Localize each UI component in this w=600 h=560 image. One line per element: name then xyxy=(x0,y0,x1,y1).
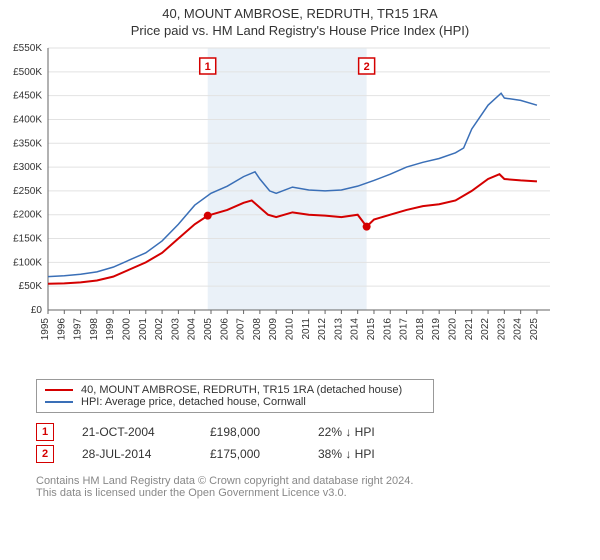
svg-text:2: 2 xyxy=(364,61,370,73)
sale-delta: 22% ↓ HPI xyxy=(318,425,375,439)
chart-container: 40, MOUNT AMBROSE, REDRUTH, TR15 1RA Pri… xyxy=(0,0,600,499)
svg-text:2012: 2012 xyxy=(317,318,328,341)
svg-text:£450K: £450K xyxy=(13,91,42,102)
svg-text:2006: 2006 xyxy=(219,318,230,341)
svg-text:2011: 2011 xyxy=(301,318,312,340)
legend-row: HPI: Average price, detached house, Corn… xyxy=(45,396,425,408)
svg-text:2008: 2008 xyxy=(252,318,263,341)
svg-text:2015: 2015 xyxy=(366,318,377,341)
svg-text:£500K: £500K xyxy=(13,67,42,78)
svg-text:2024: 2024 xyxy=(513,318,524,341)
svg-text:£200K: £200K xyxy=(13,210,42,221)
svg-text:£0: £0 xyxy=(31,305,43,316)
svg-text:1996: 1996 xyxy=(56,318,67,341)
svg-text:1998: 1998 xyxy=(89,318,100,341)
legend-row: 40, MOUNT AMBROSE, REDRUTH, TR15 1RA (de… xyxy=(45,384,425,396)
title-address: 40, MOUNT AMBROSE, REDRUTH, TR15 1RA xyxy=(0,6,600,21)
sale-price: £175,000 xyxy=(210,447,290,461)
sales-row: 2 28-JUL-2014 £175,000 38% ↓ HPI xyxy=(36,443,600,465)
svg-text:2009: 2009 xyxy=(268,318,279,341)
svg-text:2002: 2002 xyxy=(154,318,165,341)
svg-text:£100K: £100K xyxy=(13,257,42,268)
svg-text:£400K: £400K xyxy=(13,114,42,125)
sale-marker-badge: 2 xyxy=(36,445,54,463)
svg-text:2014: 2014 xyxy=(350,318,361,341)
title-subtitle: Price paid vs. HM Land Registry's House … xyxy=(0,23,600,38)
legend-label: 40, MOUNT AMBROSE, REDRUTH, TR15 1RA (de… xyxy=(81,384,402,396)
sale-date: 28-JUL-2014 xyxy=(82,447,182,461)
svg-text:2016: 2016 xyxy=(382,318,393,341)
legend-swatch xyxy=(45,401,73,403)
svg-text:2013: 2013 xyxy=(333,318,344,341)
sale-price: £198,000 xyxy=(210,425,290,439)
svg-text:2018: 2018 xyxy=(415,318,426,341)
svg-text:2000: 2000 xyxy=(121,318,132,341)
footer: Contains HM Land Registry data © Crown c… xyxy=(36,475,600,499)
svg-text:2021: 2021 xyxy=(464,318,475,341)
svg-text:2003: 2003 xyxy=(170,318,181,341)
svg-text:2017: 2017 xyxy=(399,318,410,341)
svg-text:£150K: £150K xyxy=(13,234,42,245)
legend: 40, MOUNT AMBROSE, REDRUTH, TR15 1RA (de… xyxy=(36,379,434,413)
line-chart: £0 £50K £100K £150K £200K £250K £300K £350K £400… xyxy=(0,38,556,368)
svg-text:2005: 2005 xyxy=(203,318,214,341)
sale-delta: 38% ↓ HPI xyxy=(318,447,375,461)
sale-date: 21-OCT-2004 xyxy=(82,425,182,439)
titles: 40, MOUNT AMBROSE, REDRUTH, TR15 1RA Pri… xyxy=(0,0,600,38)
svg-text:1997: 1997 xyxy=(73,318,84,341)
legend-swatch xyxy=(45,389,73,391)
svg-text:1995: 1995 xyxy=(40,318,51,341)
legend-label: HPI: Average price, detached house, Corn… xyxy=(81,396,306,408)
sales-row: 1 21-OCT-2004 £198,000 22% ↓ HPI xyxy=(36,421,600,443)
svg-text:2004: 2004 xyxy=(187,318,198,341)
svg-text:£350K: £350K xyxy=(13,138,42,149)
svg-text:2025: 2025 xyxy=(529,318,540,341)
svg-text:£50K: £50K xyxy=(19,281,43,292)
svg-text:£550K: £550K xyxy=(13,43,42,54)
svg-text:£250K: £250K xyxy=(13,186,42,197)
svg-text:2019: 2019 xyxy=(431,318,442,341)
sale-marker-badge: 1 xyxy=(36,423,54,441)
svg-text:1: 1 xyxy=(205,61,211,73)
svg-text:2022: 2022 xyxy=(480,318,491,341)
svg-text:2010: 2010 xyxy=(284,318,295,341)
svg-text:2001: 2001 xyxy=(138,318,149,341)
svg-text:1999: 1999 xyxy=(105,318,116,341)
chart-area: £0 £50K £100K £150K £200K £250K £300K £350K £400… xyxy=(0,38,600,373)
svg-text:2020: 2020 xyxy=(447,318,458,341)
footer-line: This data is licensed under the Open Gov… xyxy=(36,487,600,499)
svg-text:2007: 2007 xyxy=(236,318,247,341)
sales-table: 1 21-OCT-2004 £198,000 22% ↓ HPI 2 28-JU… xyxy=(36,421,600,465)
svg-text:£300K: £300K xyxy=(13,162,42,173)
footer-line: Contains HM Land Registry data © Crown c… xyxy=(36,475,600,487)
svg-text:2023: 2023 xyxy=(496,318,507,341)
